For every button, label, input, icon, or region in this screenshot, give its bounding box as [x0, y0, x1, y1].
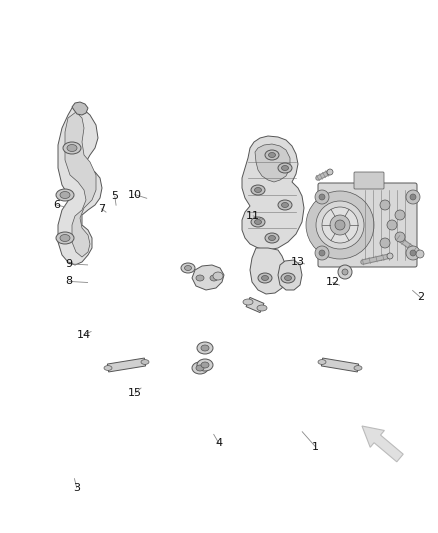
Circle shape	[416, 250, 424, 258]
Ellipse shape	[197, 359, 213, 371]
Ellipse shape	[192, 362, 208, 374]
Text: 6: 6	[53, 200, 60, 210]
Ellipse shape	[254, 220, 261, 224]
Circle shape	[322, 207, 358, 243]
Ellipse shape	[56, 232, 74, 244]
Ellipse shape	[196, 365, 204, 371]
Ellipse shape	[104, 366, 112, 370]
Circle shape	[380, 200, 390, 210]
Ellipse shape	[282, 166, 289, 171]
Ellipse shape	[281, 273, 295, 283]
Circle shape	[410, 194, 416, 200]
Circle shape	[342, 269, 348, 275]
Ellipse shape	[56, 189, 74, 201]
Circle shape	[316, 201, 364, 249]
Circle shape	[315, 246, 329, 260]
Circle shape	[330, 215, 350, 235]
Ellipse shape	[251, 217, 265, 227]
Ellipse shape	[261, 276, 268, 280]
Text: 11: 11	[246, 211, 260, 221]
Circle shape	[306, 191, 374, 259]
Polygon shape	[250, 248, 286, 294]
Polygon shape	[72, 102, 88, 115]
Ellipse shape	[278, 200, 292, 210]
FancyBboxPatch shape	[354, 172, 384, 189]
Polygon shape	[65, 112, 96, 257]
Circle shape	[387, 220, 397, 230]
Circle shape	[315, 190, 329, 204]
Ellipse shape	[282, 203, 289, 207]
Circle shape	[395, 210, 405, 220]
Ellipse shape	[181, 263, 195, 273]
Circle shape	[319, 194, 325, 200]
Ellipse shape	[318, 360, 326, 365]
Text: 15: 15	[128, 389, 142, 398]
Ellipse shape	[213, 272, 223, 280]
Ellipse shape	[251, 185, 265, 195]
Text: 14: 14	[77, 330, 91, 340]
Polygon shape	[58, 106, 102, 265]
Ellipse shape	[265, 150, 279, 160]
Ellipse shape	[141, 360, 149, 365]
Text: 9: 9	[66, 259, 73, 269]
Polygon shape	[321, 358, 359, 372]
Ellipse shape	[278, 163, 292, 173]
Ellipse shape	[285, 276, 292, 280]
Ellipse shape	[201, 362, 209, 368]
Ellipse shape	[197, 342, 213, 354]
Circle shape	[406, 190, 420, 204]
Ellipse shape	[60, 235, 70, 241]
Ellipse shape	[67, 144, 77, 151]
Text: 4: 4	[215, 439, 223, 448]
Ellipse shape	[196, 275, 204, 281]
Text: 7: 7	[98, 204, 105, 214]
Ellipse shape	[254, 188, 261, 192]
Ellipse shape	[354, 366, 362, 370]
Polygon shape	[278, 260, 302, 290]
Text: 5: 5	[111, 191, 118, 201]
Text: 13: 13	[291, 257, 305, 267]
FancyArrow shape	[362, 426, 403, 462]
Ellipse shape	[243, 299, 253, 305]
Circle shape	[387, 253, 393, 259]
Polygon shape	[246, 297, 264, 312]
Circle shape	[338, 265, 352, 279]
Ellipse shape	[258, 273, 272, 283]
Text: 2: 2	[417, 293, 424, 302]
Ellipse shape	[265, 233, 279, 243]
Circle shape	[410, 250, 416, 256]
Circle shape	[380, 238, 390, 248]
Text: 8: 8	[66, 277, 73, 286]
Ellipse shape	[63, 142, 81, 154]
Polygon shape	[192, 265, 224, 290]
Circle shape	[327, 169, 333, 175]
Polygon shape	[107, 358, 146, 372]
Circle shape	[335, 220, 345, 230]
Ellipse shape	[268, 236, 276, 240]
Polygon shape	[242, 136, 304, 250]
Ellipse shape	[257, 305, 267, 311]
Text: 10: 10	[128, 190, 142, 199]
FancyBboxPatch shape	[318, 183, 417, 267]
Circle shape	[406, 246, 420, 260]
Ellipse shape	[268, 152, 276, 157]
Text: 1: 1	[312, 442, 319, 451]
Circle shape	[319, 250, 325, 256]
Ellipse shape	[60, 191, 70, 198]
Ellipse shape	[201, 345, 209, 351]
Polygon shape	[255, 144, 290, 182]
Circle shape	[395, 232, 405, 242]
Text: 12: 12	[326, 278, 340, 287]
Text: 3: 3	[73, 483, 80, 492]
Ellipse shape	[210, 275, 218, 281]
Ellipse shape	[184, 265, 191, 271]
